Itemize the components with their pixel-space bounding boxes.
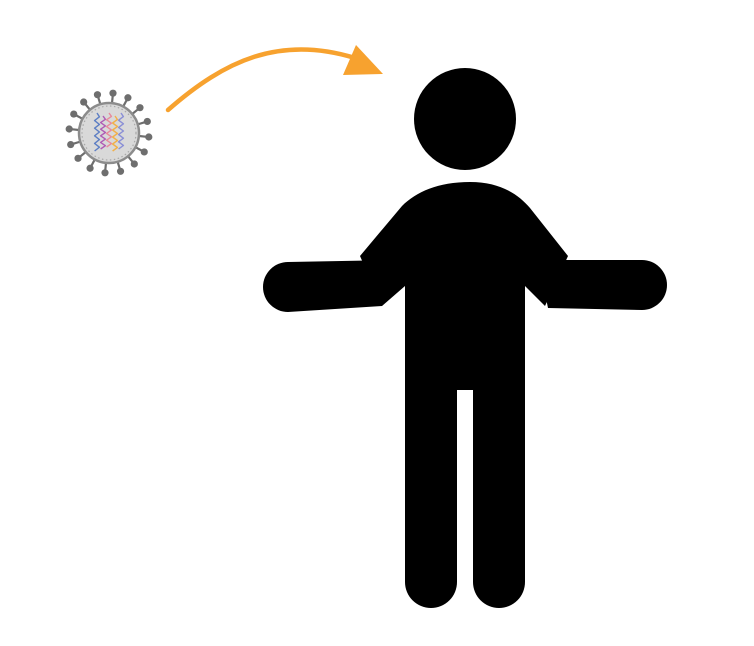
transmission-arrow bbox=[165, 45, 383, 113]
rna-strand bbox=[93, 112, 101, 152]
person-figure bbox=[263, 68, 667, 608]
rna-strand bbox=[117, 112, 125, 150]
virus-spike-head bbox=[80, 98, 88, 106]
rna-strand bbox=[99, 115, 107, 150]
virus-envelope bbox=[77, 101, 141, 165]
virus-spike-head bbox=[124, 94, 132, 102]
rna-strand bbox=[105, 112, 113, 148]
virus-spike-head bbox=[130, 160, 138, 168]
virus-rna-strands bbox=[93, 112, 125, 152]
virus-icon bbox=[65, 89, 153, 177]
virus-spike-head bbox=[65, 125, 73, 133]
rna-strand bbox=[111, 115, 119, 152]
virus-spike-head bbox=[70, 110, 78, 118]
virus-spike-head bbox=[136, 104, 144, 112]
virus-spike-head bbox=[143, 117, 151, 126]
person-right-arm bbox=[538, 260, 667, 310]
person-left-arm bbox=[263, 260, 393, 312]
person-torso bbox=[360, 182, 568, 390]
virus-spike-head bbox=[140, 148, 148, 156]
person-right-leg bbox=[473, 385, 525, 608]
person-left-leg bbox=[405, 385, 457, 608]
virus-spike-head bbox=[109, 89, 117, 97]
virus-spike-head bbox=[74, 154, 82, 162]
arrow-head bbox=[343, 45, 383, 75]
virus-spike-head bbox=[86, 164, 94, 172]
virus-spike-head bbox=[101, 169, 109, 177]
virus-membrane-dots bbox=[81, 105, 137, 161]
virus-spike-head bbox=[116, 167, 125, 175]
virus-spike-head bbox=[145, 133, 153, 141]
person-head bbox=[414, 68, 516, 170]
virus-spike-head bbox=[93, 91, 102, 99]
arrow-shaft bbox=[165, 47, 358, 113]
virus-spike-head bbox=[67, 140, 75, 149]
